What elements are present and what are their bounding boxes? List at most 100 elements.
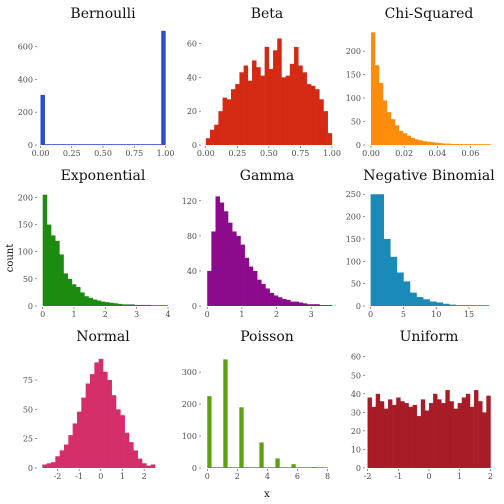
histogram-bar <box>302 303 308 306</box>
histogram-bar <box>263 467 268 468</box>
histogram-bar <box>388 399 393 468</box>
histogram-bar <box>457 403 463 468</box>
histogram-bar <box>279 467 284 468</box>
histogram-bar <box>323 305 329 306</box>
x-tick-label: 1 <box>239 310 244 319</box>
panel-title-poisson: Poisson <box>240 329 294 345</box>
histogram-bar <box>255 467 260 468</box>
histogram-bar <box>285 75 291 145</box>
histogram-bar <box>377 194 385 306</box>
histogram-bar <box>256 67 261 145</box>
histogram-bar <box>486 144 491 145</box>
histogram-bar <box>243 467 248 468</box>
y-tick-label: 50 <box>23 275 33 284</box>
histogram-bar <box>77 411 82 468</box>
histogram-bar <box>449 304 457 306</box>
x-tick-label: 0.75 <box>292 149 310 158</box>
y-tick-label: 60 <box>351 353 361 362</box>
histogram-bar <box>86 144 91 145</box>
panel-exponential: Exponential 0 50 100 150 200 0 1 2 3 4 <box>18 168 171 319</box>
x-tick-label: 0.75 <box>125 149 143 158</box>
histogram-bar <box>207 396 212 468</box>
histogram-bar <box>267 467 272 468</box>
histogram-bar <box>219 202 225 306</box>
x-axis-title: x <box>264 489 270 500</box>
histogram-bar <box>307 467 312 468</box>
histogram-bar <box>85 383 91 468</box>
histogram-bar <box>96 300 102 306</box>
x-tick-label: 15 <box>464 310 474 319</box>
histogram-bar <box>404 403 409 468</box>
histogram-bar <box>406 135 412 145</box>
histogram-bar <box>82 144 87 145</box>
histogram-bar <box>396 397 401 468</box>
x-tick-label: 0.06 <box>462 149 480 158</box>
histogram-bar <box>403 281 411 306</box>
histogram-bar <box>394 125 400 145</box>
histogram-bar <box>310 85 316 145</box>
histogram-bar <box>214 124 219 145</box>
histogram-bar <box>76 287 81 306</box>
histogram-bar <box>475 305 483 306</box>
histogram-bar <box>486 395 491 468</box>
panel-negative-binomial: Negative Binomial 0 50 100 150 200 250 0 5 10 15 <box>346 168 495 319</box>
histogram-bar <box>94 362 99 468</box>
histogram-bar <box>215 467 220 468</box>
histogram-bar <box>273 50 278 146</box>
histogram-bar <box>442 303 450 306</box>
histogram-bar <box>239 72 244 145</box>
histogram-bar <box>422 141 427 145</box>
histogram-bar <box>63 273 68 306</box>
histogram-bar <box>400 401 405 468</box>
x-tick-label: 1.00 <box>157 149 175 158</box>
histogram-bar <box>48 144 54 145</box>
y-tick-label: 80 <box>187 232 197 241</box>
histogram-bar <box>211 467 216 468</box>
histogram-bar <box>111 395 117 468</box>
histogram-bar <box>323 467 328 468</box>
histogram-bar <box>375 393 381 468</box>
panel-chi-squared: Chi-Squared 0 50 100 150 200 0.00 0.02 0.04 0.06 <box>346 6 491 158</box>
x-tick-label: 1 <box>457 472 462 481</box>
histogram-bar <box>383 408 389 468</box>
histogram-bar <box>378 83 384 145</box>
histogram-bar <box>277 38 282 145</box>
histogram-bar <box>107 144 112 145</box>
histogram-bar <box>137 458 143 468</box>
y-tick-label: 0 <box>28 141 33 150</box>
histogram-bar <box>98 144 104 145</box>
histogram-bar <box>446 143 451 145</box>
histogram-bar <box>449 401 454 468</box>
y-tick-label: 40 <box>187 73 197 82</box>
x-tick-label: 2 <box>103 310 108 319</box>
histogram-bar <box>461 397 467 468</box>
histogram-bar <box>478 144 483 145</box>
histogram-bar <box>102 144 108 145</box>
histogram-bar <box>434 142 439 145</box>
histogram-bar <box>327 305 333 306</box>
y-tick-label: 100 <box>346 94 361 103</box>
panel-title-negative-binomial: Negative Binomial <box>363 168 495 184</box>
histogram-bar <box>303 467 308 468</box>
histogram-bar <box>465 393 471 468</box>
histogram-bar <box>251 467 256 468</box>
panel-title-exponential: Exponential <box>61 168 146 184</box>
histogram-bar <box>81 397 86 468</box>
histogram-bar <box>142 304 148 306</box>
histogram-bar <box>248 266 254 306</box>
histogram-bar <box>315 304 320 306</box>
y-tick-label: 10 <box>351 445 361 454</box>
y-tick-label: 120 <box>182 197 197 206</box>
y-tick-label: 0 <box>356 302 361 311</box>
histogram-bar <box>374 65 380 145</box>
x-tick-label: 2 <box>142 472 147 481</box>
y-tick-label: 50 <box>23 405 33 414</box>
histogram-bar <box>152 144 158 145</box>
histogram-bar <box>120 415 125 468</box>
histogram-bar <box>436 302 444 306</box>
histogram-bar <box>84 296 89 306</box>
x-tick-label: 0.25 <box>63 149 81 158</box>
histogram-bar <box>94 144 100 145</box>
histogram-bar <box>46 224 52 306</box>
